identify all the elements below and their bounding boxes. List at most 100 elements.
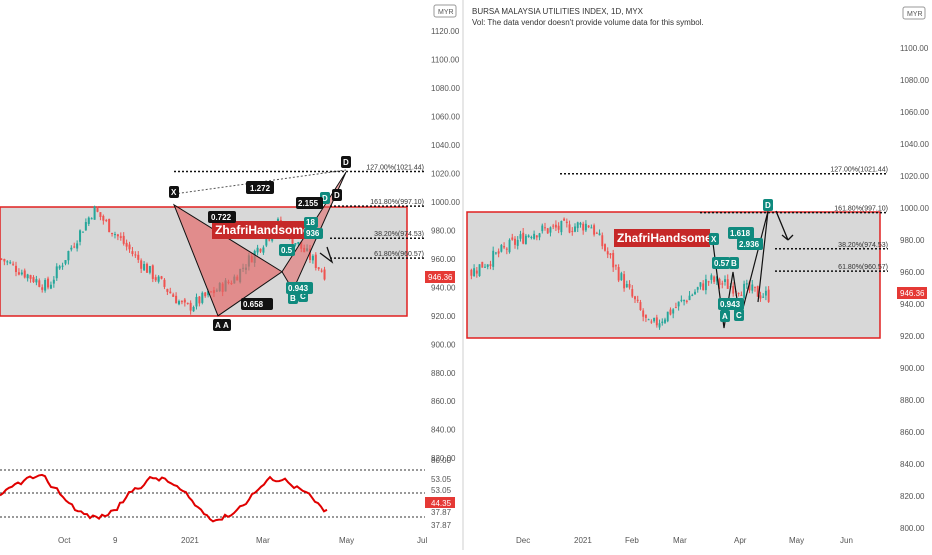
candle — [598, 229, 601, 236]
rsi-pane[interactable] — [0, 469, 425, 523]
candle — [620, 271, 623, 281]
candle — [699, 282, 702, 290]
candle — [489, 260, 492, 270]
svg-text:1.618: 1.618 — [730, 229, 751, 238]
svg-text:161.80%(997.10): 161.80%(997.10) — [834, 206, 888, 213]
candle — [732, 282, 735, 297]
candle — [81, 231, 84, 233]
candle — [625, 280, 628, 288]
price-tick: 860.00 — [431, 397, 456, 406]
candle — [265, 237, 268, 248]
candle — [201, 291, 204, 305]
candle — [568, 220, 571, 234]
price-tick: 800.00 — [900, 524, 925, 533]
candle — [549, 226, 552, 237]
point-label-a2: A — [221, 319, 231, 331]
time-tick: 2021 — [181, 536, 199, 545]
candle — [519, 230, 522, 242]
candle — [494, 251, 497, 255]
candle — [680, 295, 683, 303]
price-tick: 840.00 — [431, 426, 456, 435]
candle — [90, 217, 93, 220]
candle — [628, 280, 631, 290]
candle — [724, 275, 726, 286]
svg-text:38.20%(974.53): 38.20%(974.53) — [374, 231, 424, 238]
time-axis-right[interactable]: Dec 2021 Feb Mar Apr May Jun — [516, 536, 853, 545]
candle — [653, 317, 656, 323]
candle — [694, 289, 696, 295]
rsi-tick: 37.87 — [431, 508, 452, 517]
candle — [546, 227, 549, 234]
fib-level: 38.20%(974.53) — [775, 242, 888, 250]
svg-text:B: B — [731, 259, 737, 268]
candle — [505, 247, 508, 255]
candle — [685, 299, 688, 304]
candle — [533, 230, 536, 240]
currency-button-left[interactable]: MYR — [433, 4, 457, 18]
price-axis-left[interactable]: 1120.00 1100.00 1080.00 1060.00 1040.00 1020.… — [431, 27, 460, 463]
candle — [297, 241, 300, 246]
candle — [743, 280, 746, 299]
ratio-label-2-936: 2.936 — [737, 238, 763, 250]
svg-text:61.80%(960.57): 61.80%(960.57) — [838, 264, 888, 271]
candle — [606, 247, 609, 259]
candle — [737, 292, 740, 297]
candle — [647, 318, 650, 321]
svg-text:0.943: 0.943 — [720, 300, 741, 309]
candle — [14, 261, 18, 277]
candle — [105, 218, 108, 223]
time-axis-left[interactable]: Oct 9 2021 Mar May Jul — [58, 536, 427, 545]
candle — [17, 268, 20, 276]
symbol-title: BURSA MALAYSIA UTILITIES INDEX, 1D, MYX — [472, 7, 644, 16]
direction-arrow-right — [775, 210, 794, 241]
candle — [593, 223, 596, 237]
candle — [756, 285, 759, 297]
time-tick: Jul — [417, 536, 427, 545]
price-tick: 1100.00 — [431, 56, 460, 65]
right-chart-panel[interactable]: BURSA MALAYSIA UTILITIES INDEX, 1D, MYX … — [466, 6, 929, 545]
svg-text:X: X — [171, 188, 177, 197]
price-tick: 900.00 — [431, 340, 456, 349]
svg-text:946.36: 946.36 — [428, 273, 453, 282]
candle — [535, 235, 538, 241]
candle — [41, 284, 44, 293]
svg-text:38.20%(974.53): 38.20%(974.53) — [838, 242, 888, 249]
candle — [740, 291, 743, 296]
candle — [639, 299, 642, 311]
candle — [12, 261, 15, 266]
candle — [524, 233, 527, 245]
candle — [64, 260, 67, 266]
candle — [642, 308, 645, 322]
ratio-label-xab: 0.722 — [208, 211, 236, 223]
candle — [154, 274, 157, 283]
candle — [26, 273, 29, 282]
candle — [721, 280, 724, 289]
price-axis-right[interactable]: 1100.00 1080.00 1060.00 1040.00 1020.00 1000.… — [900, 44, 929, 533]
candle — [503, 242, 506, 250]
candle — [574, 223, 576, 233]
candle — [122, 232, 125, 246]
candle — [131, 246, 134, 257]
left-chart-panel[interactable]: 127.00%(1021.44) 161.80%(997.10) 38.20%(97… — [0, 4, 460, 545]
candle — [84, 218, 87, 231]
candle — [314, 252, 317, 271]
candle — [576, 221, 579, 233]
price-tick: 980.00 — [431, 226, 456, 235]
candle — [707, 280, 710, 286]
currency-button-right[interactable]: MYR — [902, 6, 926, 20]
candle — [0, 258, 3, 261]
price-tick: 1060.00 — [900, 108, 929, 117]
candle — [20, 269, 23, 276]
candle — [544, 222, 546, 231]
point-label-d-top: D — [341, 156, 351, 168]
time-tick: 2021 — [574, 536, 592, 545]
fib-level: 127.00%(1021.44) — [560, 167, 888, 175]
svg-text:A: A — [223, 321, 229, 330]
svg-text:161.80%(997.10): 161.80%(997.10) — [370, 199, 424, 206]
candle — [268, 238, 271, 242]
ratio-label-0-57: 0.57 — [712, 257, 730, 269]
candle — [163, 278, 166, 290]
svg-text:936: 936 — [306, 229, 320, 238]
candle — [55, 263, 58, 281]
candle — [204, 291, 207, 298]
